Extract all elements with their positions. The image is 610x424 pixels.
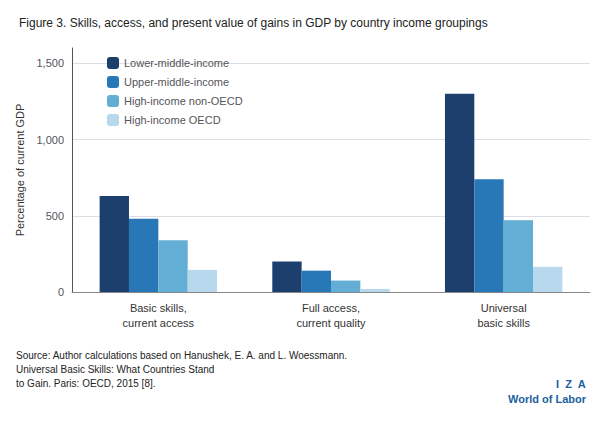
svg-text:Full access,: Full access, [302, 302, 360, 314]
svg-text:High-income OECD: High-income OECD [124, 114, 221, 126]
svg-text:current access: current access [123, 317, 195, 329]
svg-text:Figure 3. Skills, access, and: Figure 3. Skills, access, and present va… [19, 16, 488, 30]
svg-text:0: 0 [58, 286, 64, 298]
svg-text:Lower-middle-income: Lower-middle-income [124, 57, 229, 69]
svg-text:Basic skills,: Basic skills, [130, 302, 187, 314]
svg-text:500: 500 [46, 210, 64, 222]
svg-text:Source: Author calculations ba: Source: Author calculations based on Han… [16, 350, 347, 361]
svg-text:to Gain. Paris: OECD, 2015 [8]: to Gain. Paris: OECD, 2015 [8]. [16, 378, 156, 389]
svg-text:1,500: 1,500 [36, 57, 64, 69]
svg-text:I Z A: I Z A [556, 378, 586, 390]
svg-text:Universal Basic Skills: What C: Universal Basic Skills: What Countries S… [16, 364, 214, 375]
svg-text:World of Labor: World of Labor [508, 393, 587, 405]
svg-text:Upper-middle-income: Upper-middle-income [124, 76, 229, 88]
svg-text:Percentage of current GDP: Percentage of current GDP [14, 104, 26, 237]
svg-text:1,000: 1,000 [36, 134, 64, 146]
svg-text:Universal: Universal [481, 302, 527, 314]
svg-text:basic skills: basic skills [477, 317, 530, 329]
svg-text:current quality: current quality [296, 317, 366, 329]
svg-text:High-income non-OECD: High-income non-OECD [124, 95, 243, 107]
